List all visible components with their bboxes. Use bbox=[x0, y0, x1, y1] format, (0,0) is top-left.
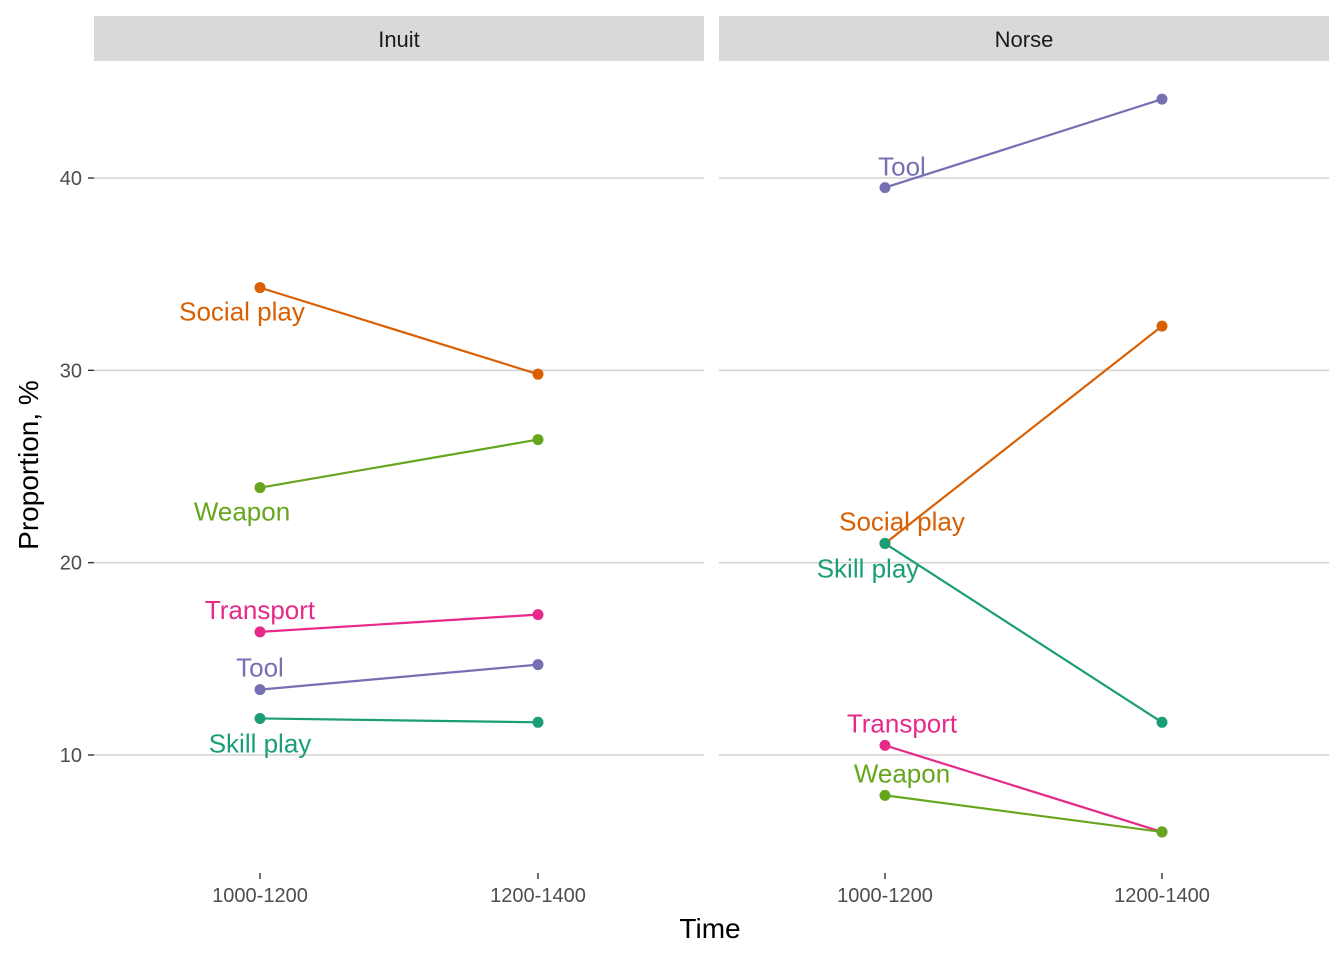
strip-label-norse: Norse bbox=[995, 27, 1054, 52]
series-label-inuit-transport: Transport bbox=[205, 595, 316, 625]
point-inuit-transport-1000-1200 bbox=[254, 626, 266, 638]
point-norse-transport-1000-1200 bbox=[879, 739, 891, 751]
point-norse-weapon-1000-1200 bbox=[879, 789, 891, 801]
point-inuit-skill-play-1000-1200 bbox=[254, 712, 266, 724]
y-tick-label-40: 40 bbox=[60, 168, 82, 190]
strip-label-inuit: Inuit bbox=[378, 27, 420, 52]
point-inuit-tool-1200-1400 bbox=[532, 659, 544, 671]
series-label-inuit-weapon: Weapon bbox=[194, 497, 290, 527]
series-line-norse-skill-play bbox=[884, 542, 1163, 724]
series-line-inuit-skill-play bbox=[259, 717, 539, 724]
series-label-norse-skill-play: Skill play bbox=[817, 553, 920, 583]
y-tick-label-30: 30 bbox=[60, 360, 82, 382]
series-label-norse-transport: Transport bbox=[847, 708, 958, 738]
x-axis-title: Time bbox=[679, 913, 740, 944]
strip-norse bbox=[719, 16, 1329, 61]
point-inuit-weapon-1200-1400 bbox=[532, 434, 544, 446]
y-axis-title: Proportion, % bbox=[13, 380, 44, 550]
series-line-inuit-tool bbox=[259, 663, 539, 691]
point-inuit-tool-1000-1200 bbox=[254, 684, 266, 696]
series-label-norse-tool: Tool bbox=[878, 152, 926, 182]
point-norse-social-play-1200-1400 bbox=[1156, 320, 1168, 332]
point-inuit-social-play-1200-1400 bbox=[532, 368, 544, 380]
series-label-inuit-tool: Tool bbox=[236, 653, 284, 683]
panel-norse: Norse 1000-1200 1200-1400 Tool Social play Sk… bbox=[719, 16, 1329, 907]
series-label-norse-weapon: Weapon bbox=[854, 758, 950, 788]
series-line-inuit-transport bbox=[259, 613, 539, 634]
x-tick-label-inuit-1200-1400: 1200-1400 bbox=[490, 885, 586, 907]
point-norse-skill-play-1000-1200 bbox=[879, 537, 891, 549]
point-norse-weapon-1200-1400 bbox=[1156, 826, 1168, 838]
series-line-inuit-social-play bbox=[259, 286, 539, 376]
strip-inuit bbox=[94, 16, 704, 61]
axes-layer: Time Proportion, % 10 20 30 40 bbox=[13, 168, 741, 944]
point-inuit-transport-1200-1400 bbox=[532, 609, 544, 621]
panel-inuit: Inuit 1000-1200 1200-1400 Social play Weapon… bbox=[94, 16, 704, 907]
series-line-norse-social-play bbox=[884, 325, 1163, 545]
series-label-inuit-skill-play: Skill play bbox=[209, 728, 312, 758]
point-inuit-weapon-1000-1200 bbox=[254, 482, 266, 494]
point-inuit-skill-play-1200-1400 bbox=[532, 716, 544, 728]
x-tick-label-inuit-1000-1200: 1000-1200 bbox=[212, 885, 308, 907]
point-norse-tool-1000-1200 bbox=[879, 182, 891, 194]
point-norse-skill-play-1200-1400 bbox=[1156, 716, 1168, 728]
series-label-inuit-social-play: Social play bbox=[179, 297, 305, 327]
series-line-inuit-weapon bbox=[259, 438, 539, 489]
point-norse-tool-1200-1400 bbox=[1156, 93, 1168, 105]
x-tick-label-norse-1000-1200: 1000-1200 bbox=[837, 885, 933, 907]
y-tick-label-20: 20 bbox=[60, 553, 82, 575]
series-line-norse-weapon bbox=[884, 794, 1163, 834]
point-inuit-social-play-1000-1200 bbox=[254, 282, 266, 294]
y-tick-label-10: 10 bbox=[60, 745, 82, 767]
series-line-norse-transport bbox=[884, 744, 1163, 833]
series-line-norse-tool bbox=[884, 98, 1163, 189]
x-tick-label-norse-1200-1400: 1200-1400 bbox=[1114, 885, 1210, 907]
panels-layer: Inuit 1000-1200 1200-1400 Social play Weapon… bbox=[94, 16, 1329, 907]
series-label-norse-social-play: Social play bbox=[839, 506, 965, 536]
